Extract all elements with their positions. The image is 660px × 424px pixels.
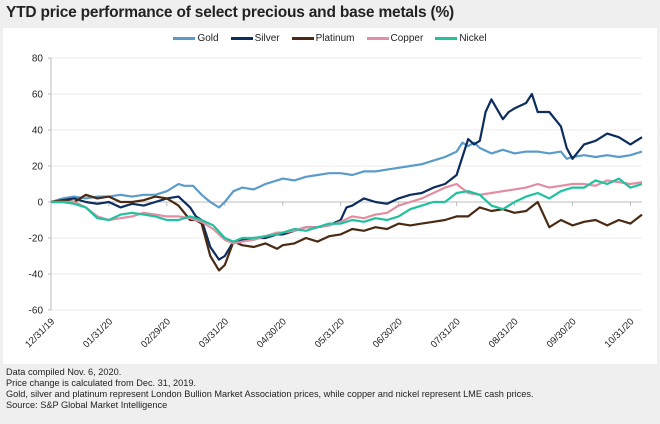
chart-notes: Data compiled Nov. 6, 2020. Price change… bbox=[6, 367, 534, 411]
y-tick-label: -60 bbox=[29, 306, 44, 317]
x-tick-label: 04/30/20 bbox=[255, 316, 289, 350]
chart-title: YTD price performance of select precious… bbox=[6, 4, 454, 21]
x-tick-label: 09/30/20 bbox=[545, 316, 579, 350]
y-tick-label: -40 bbox=[29, 270, 44, 281]
legend-item-nickel: Nickel bbox=[435, 33, 487, 44]
chart-legend: Gold Silver Platinum Copper Nickel bbox=[0, 33, 660, 44]
x-tick-label: 06/30/20 bbox=[371, 316, 405, 350]
series-line-copper bbox=[51, 179, 643, 245]
note-data-compiled: Data compiled Nov. 6, 2020. bbox=[6, 367, 122, 377]
legend-label-gold: Gold bbox=[197, 33, 219, 44]
legend-swatch-nickel bbox=[435, 37, 458, 40]
legend-swatch-platinum bbox=[291, 37, 314, 40]
note-source: Source: S&P Global Market Intelligence bbox=[6, 400, 168, 410]
x-tick-label: 07/31/20 bbox=[429, 316, 463, 350]
y-tick-label: 80 bbox=[32, 54, 44, 65]
legend-swatch-copper bbox=[366, 37, 389, 40]
x-tick-label: 02/29/20 bbox=[139, 316, 173, 350]
legend-label-silver: Silver bbox=[254, 33, 280, 44]
legend-swatch-silver bbox=[230, 37, 253, 40]
y-tick-label: 20 bbox=[32, 162, 44, 173]
x-tick-labels: 12/31/19 01/31/20 02/29/20 03/31/20 04/30/20… bbox=[23, 316, 636, 350]
x-tick-label: 12/31/19 bbox=[23, 316, 57, 350]
y-tick-label: 0 bbox=[37, 198, 43, 209]
series-line-silver bbox=[50, 92, 643, 261]
series-line-gold bbox=[50, 141, 643, 209]
legend-item-copper: Copper bbox=[366, 33, 424, 44]
axes bbox=[48, 57, 642, 311]
legend-label-copper: Copper bbox=[390, 33, 424, 44]
y-tick-label: 40 bbox=[32, 126, 44, 137]
series-lines bbox=[50, 92, 643, 272]
legend-label-platinum: Platinum bbox=[315, 33, 355, 44]
y-tick-label: 60 bbox=[32, 90, 44, 101]
x-tick-label: 10/31/20 bbox=[603, 316, 637, 350]
gridlines bbox=[51, 57, 642, 311]
note-price-sources: Gold, silver and platinum represent Lond… bbox=[6, 389, 534, 399]
x-tick-label: 01/31/20 bbox=[81, 316, 115, 350]
legend-item-gold: Gold bbox=[173, 33, 219, 44]
x-tick-label: 05/31/20 bbox=[313, 316, 347, 350]
y-tick-labels: 80 60 40 20 0 -20 -40 -60 bbox=[29, 54, 44, 317]
x-tick-label: 08/31/20 bbox=[487, 316, 521, 350]
note-price-change: Price change is calculated from Dec. 31,… bbox=[6, 378, 196, 388]
series-line-nickel bbox=[51, 177, 643, 243]
legend-label-nickel: Nickel bbox=[459, 33, 487, 44]
x-tick-label: 03/31/20 bbox=[197, 316, 231, 350]
legend-swatch-gold bbox=[173, 37, 196, 40]
legend-item-silver: Silver bbox=[230, 33, 280, 44]
legend-item-platinum: Platinum bbox=[291, 33, 355, 44]
y-tick-label: -20 bbox=[29, 234, 44, 245]
series-line-platinum bbox=[50, 193, 643, 272]
